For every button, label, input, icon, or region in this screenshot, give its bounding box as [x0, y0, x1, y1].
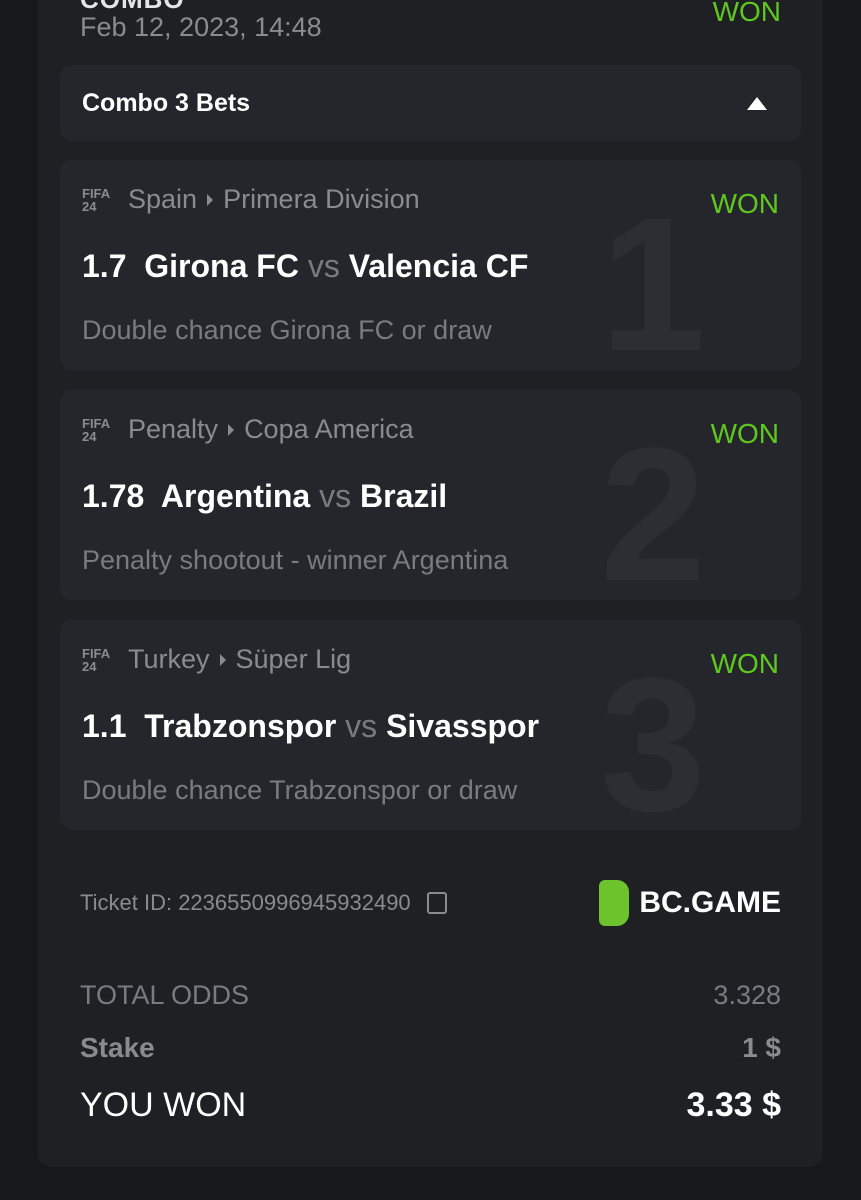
home-team: Trabzonspor — [144, 708, 337, 744]
fifa-badge-icon: FIFA 24 — [82, 185, 110, 214]
leg-odds: 1.7 — [82, 248, 127, 284]
country-label: Spain — [128, 184, 198, 214]
vs-label: vs — [307, 248, 340, 284]
stake-label: Stake — [80, 1032, 155, 1063]
market-description: Double chance Girona FC or draw — [82, 315, 492, 345]
bet-type-title: COMBO — [80, 0, 185, 15]
chevron-right-icon — [219, 653, 226, 666]
leg-number: 1 — [600, 179, 706, 370]
ticket-id: Ticket ID: 2236550996945932490 — [80, 890, 447, 916]
leg-status: WON — [710, 418, 779, 449]
match-line: 1.78 Argentina vs Brazil — [82, 478, 447, 515]
stake-row: Stake 1 $ — [80, 1032, 781, 1064]
chevron-right-icon — [228, 423, 235, 436]
stake-value: 1 $ — [742, 1032, 781, 1063]
won-row: YOU WON 3.33 $ — [80, 1086, 781, 1125]
leg-status: WON — [710, 648, 779, 679]
home-team: Girona FC — [144, 248, 299, 284]
combo-toggle[interactable]: Combo 3 Bets — [60, 65, 801, 141]
chevron-right-icon — [207, 193, 214, 206]
country-label: Turkey — [128, 644, 210, 674]
away-team: Sivasspor — [386, 708, 540, 744]
match-line: 1.7 Girona FC vs Valencia CF — [82, 248, 528, 285]
caret-up-icon — [747, 96, 767, 110]
leg-number: 3 — [600, 639, 706, 830]
match-line: 1.1 Trabzonspor vs Sivasspor — [82, 708, 539, 745]
league-label: Copa America — [244, 414, 414, 444]
away-team: Valencia CF — [348, 248, 529, 284]
leg-odds: 1.78 — [82, 478, 145, 514]
ticket-status: WON — [712, 0, 781, 27]
country-label: Penalty — [128, 414, 219, 444]
league-breadcrumb: FIFA 24 Spain Primera Division — [82, 184, 420, 215]
market-description: Double chance Trabzonspor or draw — [82, 775, 518, 805]
vs-label: vs — [319, 478, 352, 514]
vs-label: vs — [345, 708, 378, 744]
fifa-badge-icon: FIFA 24 — [82, 645, 110, 674]
away-team: Brazil — [360, 478, 448, 514]
league-label: Süper Lig — [235, 644, 352, 674]
bc-game-logo-icon — [599, 880, 630, 926]
bet-date: Feb 12, 2023, 14:48 — [80, 12, 322, 42]
total-odds-label: TOTAL ODDS — [80, 980, 250, 1010]
brand-logo: BC.GAME — [599, 880, 781, 926]
won-value: 3.33 $ — [686, 1086, 781, 1124]
league-label: Primera Division — [223, 184, 420, 214]
brand-name: BC.GAME — [639, 886, 781, 919]
leg-status: WON — [710, 188, 779, 219]
home-team: Argentina — [160, 478, 311, 514]
bet-leg-card: 3 FIFA 24 Turkey Süper Lig WON 1.1 Trabz… — [60, 620, 801, 830]
leg-odds: 1.1 — [82, 708, 127, 744]
market-description: Penalty shootout - winner Argentina — [82, 545, 509, 575]
combo-label: Combo 3 Bets — [82, 88, 251, 117]
league-breadcrumb: FIFA 24 Penalty Copa America — [82, 414, 414, 445]
league-breadcrumb: FIFA 24 Turkey Süper Lig — [82, 644, 351, 675]
fifa-badge-icon: FIFA 24 — [82, 415, 110, 444]
copy-icon[interactable] — [426, 892, 447, 914]
leg-number: 2 — [600, 409, 706, 600]
bet-leg-card: 1 FIFA 24 Spain Primera Division WON 1.7… — [60, 160, 801, 370]
ticket-id-label: Ticket ID: 2236550996945932490 — [80, 890, 411, 915]
won-label: YOU WON — [80, 1086, 247, 1124]
bet-leg-card: 2 FIFA 24 Penalty Copa America WON 1.78 … — [60, 390, 801, 600]
total-odds-row: TOTAL ODDS 3.328 — [80, 980, 781, 1011]
total-odds-value: 3.328 — [713, 980, 781, 1010]
